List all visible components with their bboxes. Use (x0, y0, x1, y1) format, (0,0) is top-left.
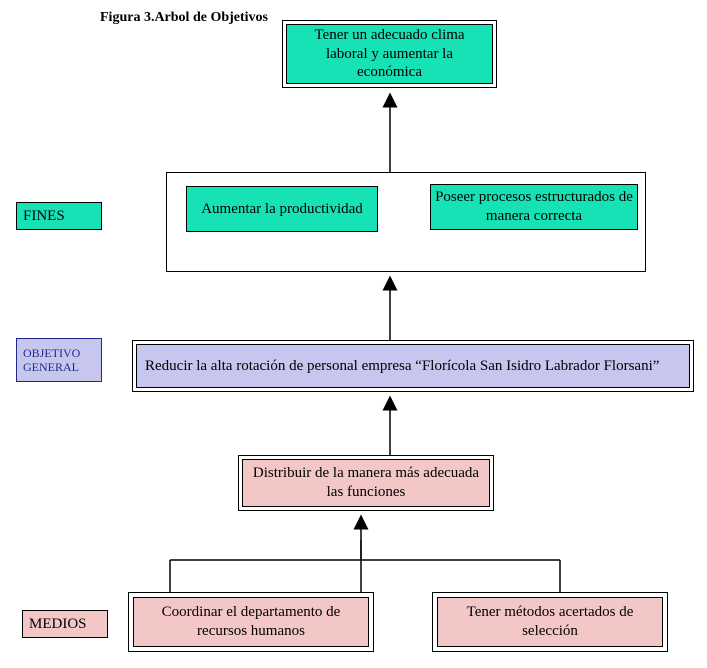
node-medio-left: Coordinar el departamento de recursos hu… (128, 592, 374, 652)
node-medio-top-text: Distribuir de la manera más adecuada las… (249, 464, 483, 502)
label-fines: FINES (16, 202, 102, 230)
node-medio-top-inner: Distribuir de la manera más adecuada las… (242, 459, 490, 507)
node-medio-right: Tener métodos acertados de selección (432, 592, 668, 652)
node-objetivo-general-text: Reducir la alta rotación de personal emp… (145, 357, 659, 376)
node-fines-right-text: Poseer procesos estructurados de manera … (431, 188, 637, 226)
label-medios: MEDIOS (22, 610, 108, 638)
node-top-goal-inner: Tener un adecuado clima laboral y aument… (286, 24, 493, 84)
connectors (0, 0, 707, 668)
node-objetivo-general-inner: Reducir la alta rotación de personal emp… (136, 344, 690, 388)
node-objetivo-general: Reducir la alta rotación de personal emp… (132, 340, 694, 392)
label-fines-text: FINES (23, 207, 65, 226)
label-objetivo: OBJETIVO GENERAL (16, 338, 102, 382)
node-fines-right: Poseer procesos estructurados de manera … (430, 184, 638, 230)
figure-title: Figura 3.Arbol de Objetivos (100, 10, 268, 26)
label-medios-text: MEDIOS (29, 615, 87, 634)
node-top-goal: Tener un adecuado clima laboral y aument… (282, 20, 497, 88)
node-fines-left: Aumentar la productividad (186, 186, 378, 232)
node-medio-top: Distribuir de la manera más adecuada las… (238, 455, 494, 511)
node-top-goal-text: Tener un adecuado clima laboral y aument… (293, 26, 486, 82)
label-objetivo-text: OBJETIVO GENERAL (23, 346, 95, 375)
node-medio-left-inner: Coordinar el departamento de recursos hu… (133, 597, 369, 647)
node-medio-right-text: Tener métodos acertados de selección (444, 603, 656, 641)
node-medio-right-inner: Tener métodos acertados de selección (437, 597, 663, 647)
node-medio-left-text: Coordinar el departamento de recursos hu… (140, 603, 362, 641)
node-fines-left-text: Aumentar la productividad (201, 200, 363, 219)
